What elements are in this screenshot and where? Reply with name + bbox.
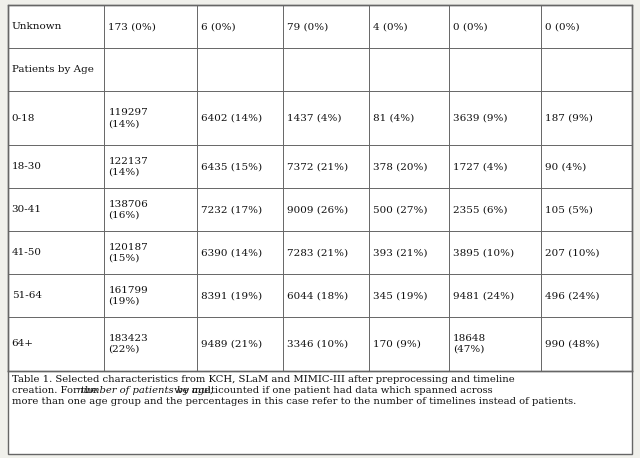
Text: 6402 (14%): 6402 (14%) bbox=[201, 114, 262, 123]
Text: more than one age group and the percentages in this case refer to the number of : more than one age group and the percenta… bbox=[12, 397, 576, 406]
Text: 41-50: 41-50 bbox=[12, 248, 42, 257]
Text: 345 (19%): 345 (19%) bbox=[373, 291, 428, 300]
Text: 9489 (21%): 9489 (21%) bbox=[201, 339, 262, 349]
Text: 9481 (24%): 9481 (24%) bbox=[452, 291, 514, 300]
Text: 0-18: 0-18 bbox=[12, 114, 35, 123]
Text: creation. For the: creation. For the bbox=[12, 386, 100, 395]
Text: 187 (9%): 187 (9%) bbox=[545, 114, 593, 123]
Text: 119297
(14%): 119297 (14%) bbox=[109, 109, 148, 128]
Text: 30-41: 30-41 bbox=[12, 205, 42, 214]
Text: Table 1. Selected characteristics from KCH, SLaM and MIMIC-III after preprocessi: Table 1. Selected characteristics from K… bbox=[12, 375, 515, 384]
Text: 500 (27%): 500 (27%) bbox=[373, 205, 428, 214]
Text: 90 (4%): 90 (4%) bbox=[545, 162, 586, 171]
Text: 105 (5%): 105 (5%) bbox=[545, 205, 593, 214]
Text: 2355 (6%): 2355 (6%) bbox=[452, 205, 507, 214]
Text: 7283 (21%): 7283 (21%) bbox=[287, 248, 348, 257]
Text: 3895 (10%): 3895 (10%) bbox=[452, 248, 514, 257]
Text: 1437 (4%): 1437 (4%) bbox=[287, 114, 342, 123]
Text: 393 (21%): 393 (21%) bbox=[373, 248, 428, 257]
Text: 51-64: 51-64 bbox=[12, 291, 42, 300]
Text: 170 (9%): 170 (9%) bbox=[373, 339, 421, 349]
Bar bbox=[8, 5, 632, 371]
Text: Unknown: Unknown bbox=[12, 22, 62, 32]
Text: 4 (0%): 4 (0%) bbox=[373, 22, 408, 32]
Text: 161799
(19%): 161799 (19%) bbox=[109, 286, 148, 305]
Text: 173 (0%): 173 (0%) bbox=[109, 22, 156, 32]
Text: we multicounted if one patient had data which spanned across: we multicounted if one patient had data … bbox=[171, 386, 493, 395]
Text: 64+: 64+ bbox=[12, 339, 34, 349]
Text: 7372 (21%): 7372 (21%) bbox=[287, 162, 348, 171]
Text: 378 (20%): 378 (20%) bbox=[373, 162, 428, 171]
Text: 8391 (19%): 8391 (19%) bbox=[201, 291, 262, 300]
Text: 6435 (15%): 6435 (15%) bbox=[201, 162, 262, 171]
Text: 6044 (18%): 6044 (18%) bbox=[287, 291, 348, 300]
Text: 18-30: 18-30 bbox=[12, 162, 42, 171]
Text: 138706
(16%): 138706 (16%) bbox=[109, 200, 148, 219]
Text: 122137
(14%): 122137 (14%) bbox=[109, 157, 148, 177]
Text: 120187
(15%): 120187 (15%) bbox=[109, 243, 148, 262]
Text: 0 (0%): 0 (0%) bbox=[545, 22, 580, 32]
Text: 6 (0%): 6 (0%) bbox=[201, 22, 236, 32]
Text: 7232 (17%): 7232 (17%) bbox=[201, 205, 262, 214]
Text: 79 (0%): 79 (0%) bbox=[287, 22, 328, 32]
Text: 0 (0%): 0 (0%) bbox=[452, 22, 487, 32]
Text: 81 (4%): 81 (4%) bbox=[373, 114, 415, 123]
Text: 18648
(47%): 18648 (47%) bbox=[452, 334, 486, 354]
Text: number of patients by age,: number of patients by age, bbox=[77, 386, 213, 395]
Text: 990 (48%): 990 (48%) bbox=[545, 339, 600, 349]
Text: 207 (10%): 207 (10%) bbox=[545, 248, 600, 257]
Text: 496 (24%): 496 (24%) bbox=[545, 291, 600, 300]
Text: Patients by Age: Patients by Age bbox=[12, 65, 93, 74]
Text: 3346 (10%): 3346 (10%) bbox=[287, 339, 348, 349]
Text: 6390 (14%): 6390 (14%) bbox=[201, 248, 262, 257]
Text: 183423
(22%): 183423 (22%) bbox=[109, 334, 148, 354]
Text: 1727 (4%): 1727 (4%) bbox=[452, 162, 507, 171]
Text: 9009 (26%): 9009 (26%) bbox=[287, 205, 348, 214]
Text: 3639 (9%): 3639 (9%) bbox=[452, 114, 507, 123]
Bar bbox=[8, 371, 632, 454]
